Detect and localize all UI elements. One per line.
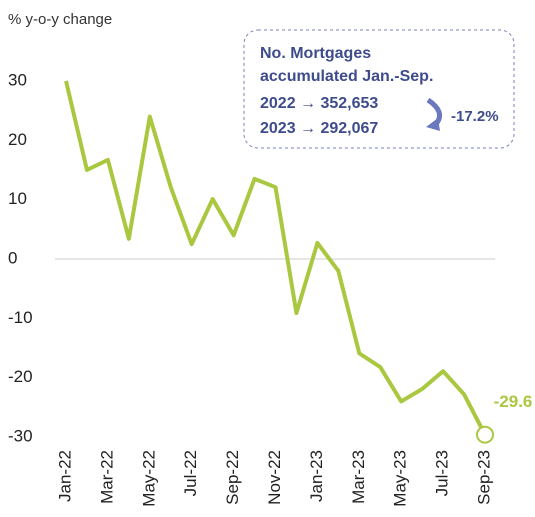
y-tick-label: -10: [8, 308, 33, 327]
y-axis-label: % y-o-y change: [8, 11, 112, 28]
x-tick-label: May-23: [391, 450, 410, 507]
x-tick-label: Mar-23: [349, 450, 368, 504]
y-tick-label: -20: [8, 367, 33, 386]
x-tick-label: Jul-23: [433, 450, 452, 496]
x-tick-label: Jul-22: [181, 450, 200, 496]
data-label: -29.6: [494, 392, 533, 411]
x-tick-label: Jan-23: [307, 450, 326, 502]
y-tick-label: 20: [8, 130, 27, 149]
end-marker: [476, 425, 494, 444]
annotation-line: 2022 → 352,653: [260, 95, 378, 112]
annotation-line: accumulated Jan.-Sep.: [260, 68, 433, 85]
x-tick-label: Mar-22: [97, 450, 116, 504]
x-tick-label: Sep-23: [474, 450, 493, 505]
annotation-line: 2023 → 292,067: [260, 120, 378, 137]
x-tick-label: Sep-22: [223, 450, 242, 505]
x-tick-label: Jan-22: [55, 450, 74, 502]
annotation-line: No. Mortgages: [260, 45, 371, 62]
x-tick-label: Nov-22: [265, 450, 284, 505]
y-tick-label: 0: [8, 248, 17, 267]
line: [64, 80, 487, 436]
x-tick-label: May-22: [139, 450, 158, 507]
y-tick-label: 30: [8, 70, 27, 89]
annotation-change: -17.2%: [451, 108, 499, 125]
y-tick-label: 10: [8, 189, 27, 208]
y-tick-label: -30: [8, 427, 33, 446]
annotation-arrowhead: [426, 118, 440, 131]
annotation-box: [243, 29, 515, 149]
